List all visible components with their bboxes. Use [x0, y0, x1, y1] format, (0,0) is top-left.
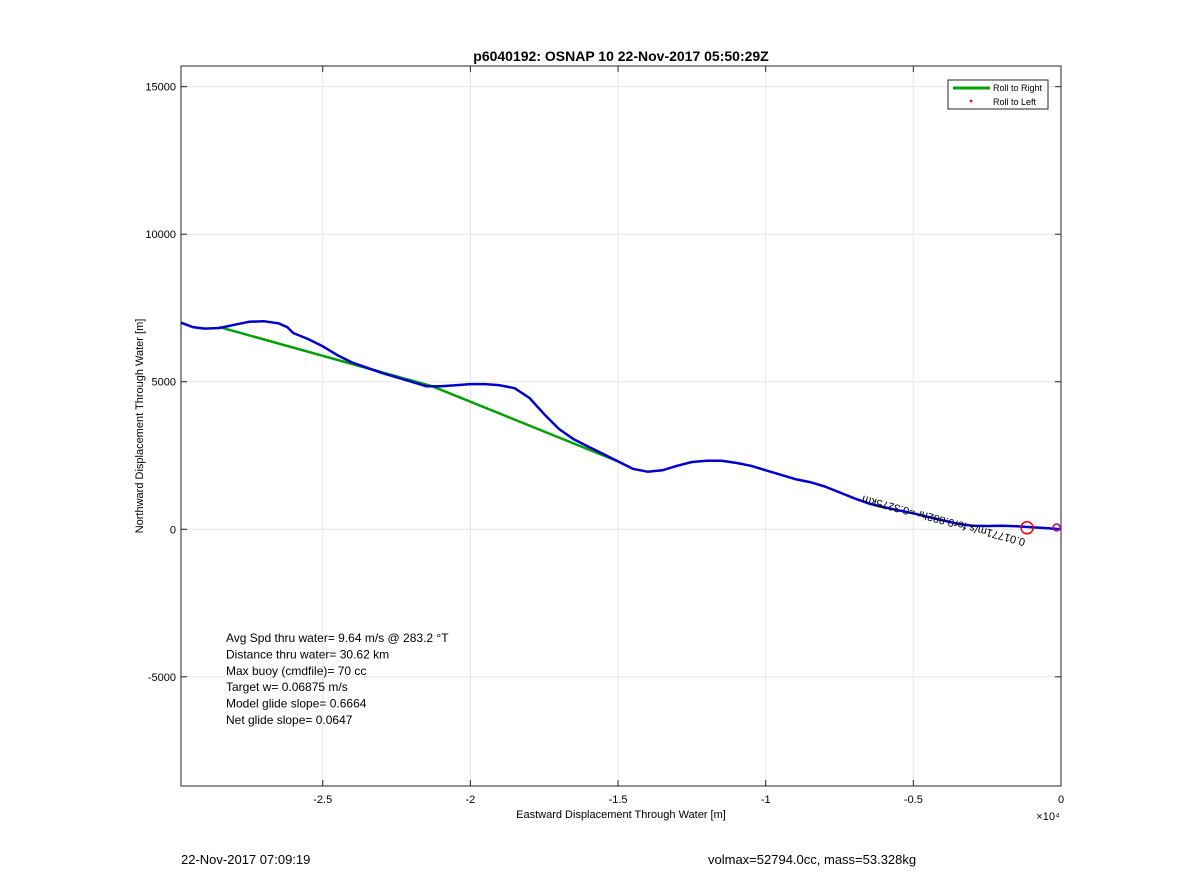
- x-tick-label: -1.5: [609, 794, 628, 806]
- stats-line: Avg Spd thru water= 9.64 m/s @ 283.2 °T: [226, 631, 449, 645]
- footer-volmax-mass: volmax=52794.0cc, mass=53.328kg: [708, 852, 917, 867]
- chart-title: p6040192: OSNAP 10 22-Nov-2017 05:50:29Z: [473, 48, 769, 64]
- marker-circle: [1020, 521, 1034, 535]
- series-line-roll-to-right: [219, 325, 619, 463]
- legend-dot-roll-left: [969, 99, 973, 103]
- x-tick-label: -1: [761, 794, 771, 806]
- y-axis-label: Northward Displacement Through Water [m]: [134, 319, 146, 534]
- legend-label-roll-right: Roll to Right: [993, 83, 1043, 93]
- stats-text-block: Avg Spd thru water= 9.64 m/s @ 283.2 °T D…: [226, 631, 449, 727]
- y-tick-label: 5000: [152, 377, 176, 389]
- grid-lines: [181, 66, 1062, 786]
- x-tick-label: -2.5: [313, 794, 332, 806]
- rotated-speed-annotation: 0.01771m/s for0.882hr =0.3275km: [861, 492, 1027, 547]
- x-tick-label: -2: [466, 794, 476, 806]
- y-axis-ticks: -5000 0 5000 10000 15000: [145, 82, 1061, 684]
- stats-line: Distance thru water= 30.62 km: [226, 647, 389, 661]
- x-axis-exponent: ×10⁴: [1036, 811, 1060, 823]
- stats-line: Model glide slope= 0.6664: [226, 697, 367, 711]
- stats-line: Target w= 0.06875 m/s: [226, 680, 348, 694]
- legend-label-roll-left: Roll to Left: [993, 97, 1037, 107]
- marker-circle: [1052, 523, 1061, 532]
- y-tick-label: 15000: [145, 82, 176, 94]
- y-tick-label: 0: [170, 524, 176, 536]
- stats-line: Net glide slope= 0.0647: [226, 713, 353, 727]
- y-tick-label: 10000: [145, 229, 176, 241]
- x-tick-label: -0.5: [904, 794, 923, 806]
- plot-area: [180, 65, 1062, 787]
- x-axis-label: Eastward Displacement Through Water [m]: [516, 809, 726, 821]
- legend[interactable]: Roll to Right Roll to Left: [947, 79, 1049, 110]
- y-tick-label: -5000: [148, 672, 176, 684]
- x-tick-label: 0: [1058, 794, 1064, 806]
- series-layer: [180, 319, 1062, 535]
- footer-timestamp: 22-Nov-2017 07:09:19: [181, 852, 311, 867]
- stats-line: Max buoy (cmdfile)= 70 cc: [226, 664, 366, 678]
- series-line-track: [180, 319, 1062, 531]
- annotation-layer: 0.01771m/s for0.882hr =0.3275km: [861, 492, 1027, 547]
- legend-box: [947, 79, 1049, 110]
- x-axis-ticks: -2.5 -2 -1.5 -1 -0.5 0: [313, 66, 1064, 806]
